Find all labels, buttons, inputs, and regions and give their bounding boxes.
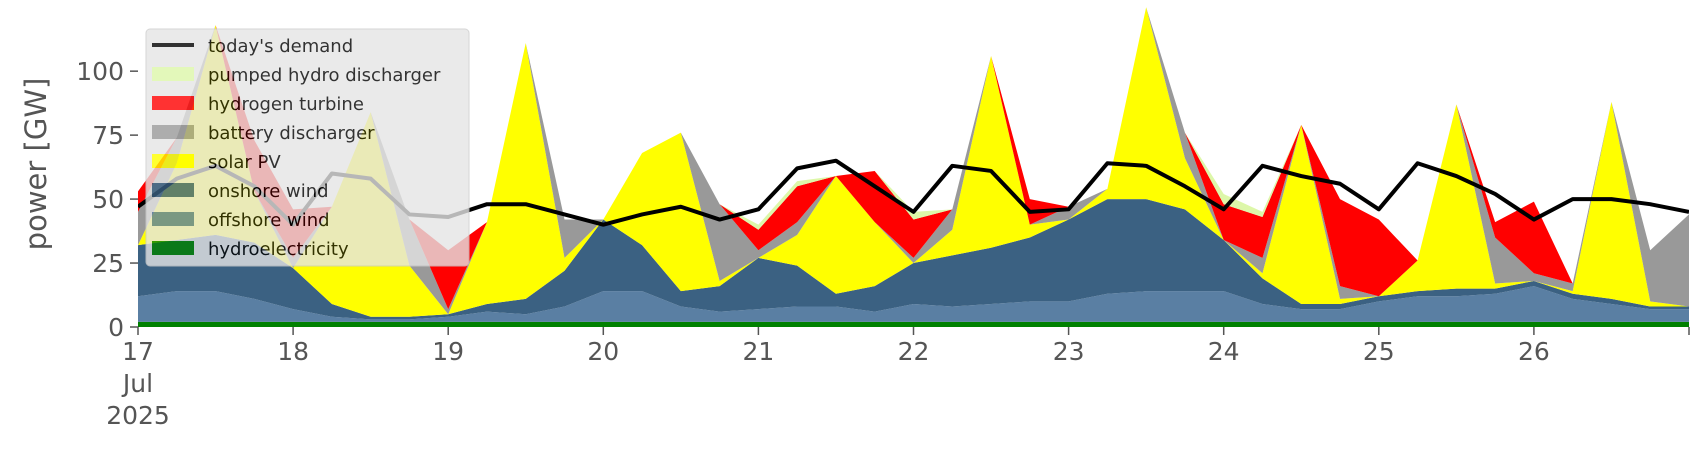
x-tick-label: 25 — [1363, 337, 1395, 366]
legend-swatch-solar-pv — [152, 154, 194, 168]
legend-label-onshore-wind: onshore wind — [208, 181, 329, 202]
x-tick-label: 26 — [1518, 337, 1550, 366]
legend-swatch-hydrogen-turbine — [152, 96, 194, 110]
legend-label-solar-pv: solar PV — [208, 152, 281, 173]
legend-box — [145, 28, 470, 267]
y-tick-label: 100 — [76, 57, 124, 86]
x-tick-label: 21 — [742, 337, 774, 366]
y-tick-label: 25 — [92, 249, 124, 278]
x-tick-label: 19 — [432, 337, 464, 366]
x-tick-label: 20 — [587, 337, 619, 366]
area-solar-pv — [138, 7, 1689, 317]
y-tick-label: 50 — [92, 185, 124, 214]
x-tick-label: 24 — [1208, 337, 1240, 366]
area-hydrogen-turbine — [138, 7, 1689, 310]
area-hydroelectricity — [138, 321, 1689, 327]
y-tick-label: 75 — [92, 121, 124, 150]
area-series-group — [138, 7, 1689, 327]
y-axis-label: power [GW] — [19, 78, 53, 251]
x-tick-label: 22 — [898, 337, 930, 366]
x-tick-label: 18 — [277, 337, 309, 366]
legend-label-offshore-wind: offshore wind — [208, 210, 330, 231]
legend-label-hydroelectricity: hydroelectricity — [208, 239, 349, 260]
legend-label-pumped-hydro-discharger: pumped hydro discharger — [208, 65, 441, 86]
x-tick-label: 2025 — [106, 401, 170, 430]
y-tick-label: 0 — [108, 313, 124, 342]
axes-group: 0 25 50 75 100 17 Jul 2025 18 19 20 21 22 23 24 25 26 — [76, 57, 1690, 430]
legend-swatch-offshore-wind — [152, 212, 194, 226]
legend-label-hydrogen-turbine: hydrogen turbine — [208, 94, 364, 115]
x-tick-label: 17 — [122, 337, 154, 366]
legend-label-today-s-demand: today's demand — [208, 36, 353, 57]
x-tick-label: Jul — [121, 369, 153, 398]
legend-swatch-battery-discharger — [152, 125, 194, 139]
x-tick-label: 23 — [1053, 337, 1085, 366]
legend-swatch-pumped-hydro-discharger — [152, 67, 194, 81]
legend-swatch-hydroelectricity — [152, 241, 194, 255]
legend: today's demand pumped hydro discharger hyd… — [145, 28, 470, 267]
legend-swatch-onshore-wind — [152, 183, 194, 197]
area-onshore-wind — [138, 199, 1689, 320]
legend-label-battery-discharger: battery discharger — [208, 123, 375, 144]
